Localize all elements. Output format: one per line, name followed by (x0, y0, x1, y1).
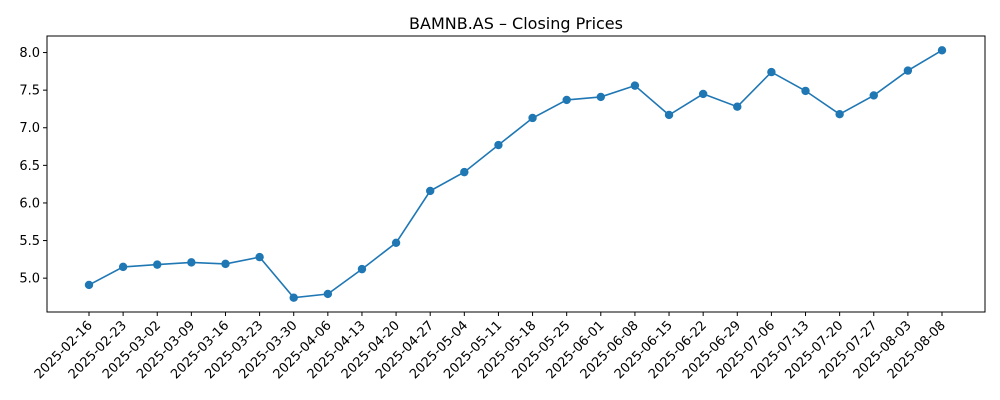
data-point (289, 293, 298, 302)
data-point (187, 258, 196, 267)
data-point (664, 110, 674, 120)
y-tick-label: 7.0 (19, 121, 40, 136)
data-point (869, 91, 878, 100)
data-point (528, 113, 537, 123)
data-point (84, 280, 94, 290)
data-point (494, 140, 503, 150)
data-point (460, 167, 469, 177)
data-point (118, 262, 128, 272)
data-point (562, 95, 571, 105)
y-tick-label: 6.5 (19, 159, 40, 174)
chart-title: BAMNB.AS – Closing Prices (409, 14, 623, 33)
data-point (733, 102, 742, 111)
data-point (801, 86, 810, 96)
data-point (903, 66, 913, 75)
data-point (221, 259, 230, 269)
y-tick-label: 6.0 (19, 196, 40, 211)
data-point (357, 264, 367, 274)
data-point (391, 238, 401, 248)
y-tick-label: 5.0 (19, 272, 40, 287)
data-point (596, 92, 605, 102)
data-point (835, 110, 844, 119)
data-point (767, 67, 776, 77)
y-tick-label: 8.0 (19, 46, 40, 61)
plot-area (46, 35, 986, 313)
data-point (153, 260, 162, 269)
data-point (698, 89, 708, 99)
y-tick-label: 5.5 (19, 234, 40, 249)
data-point (255, 252, 264, 262)
y-tick-label: 7.5 (19, 84, 40, 99)
x-axis: 2025-02-162025-02-232025-03-022025-03-09… (32, 312, 949, 382)
data-point (426, 186, 435, 196)
data-point (323, 289, 333, 299)
y-axis: 5.0 5.5 6.0 6.5 7.0 7.5 8.0 (19, 46, 47, 287)
series-line (88, 49, 943, 299)
data-point (630, 81, 640, 90)
series-closing-price (84, 46, 947, 302)
data-point (937, 46, 947, 55)
